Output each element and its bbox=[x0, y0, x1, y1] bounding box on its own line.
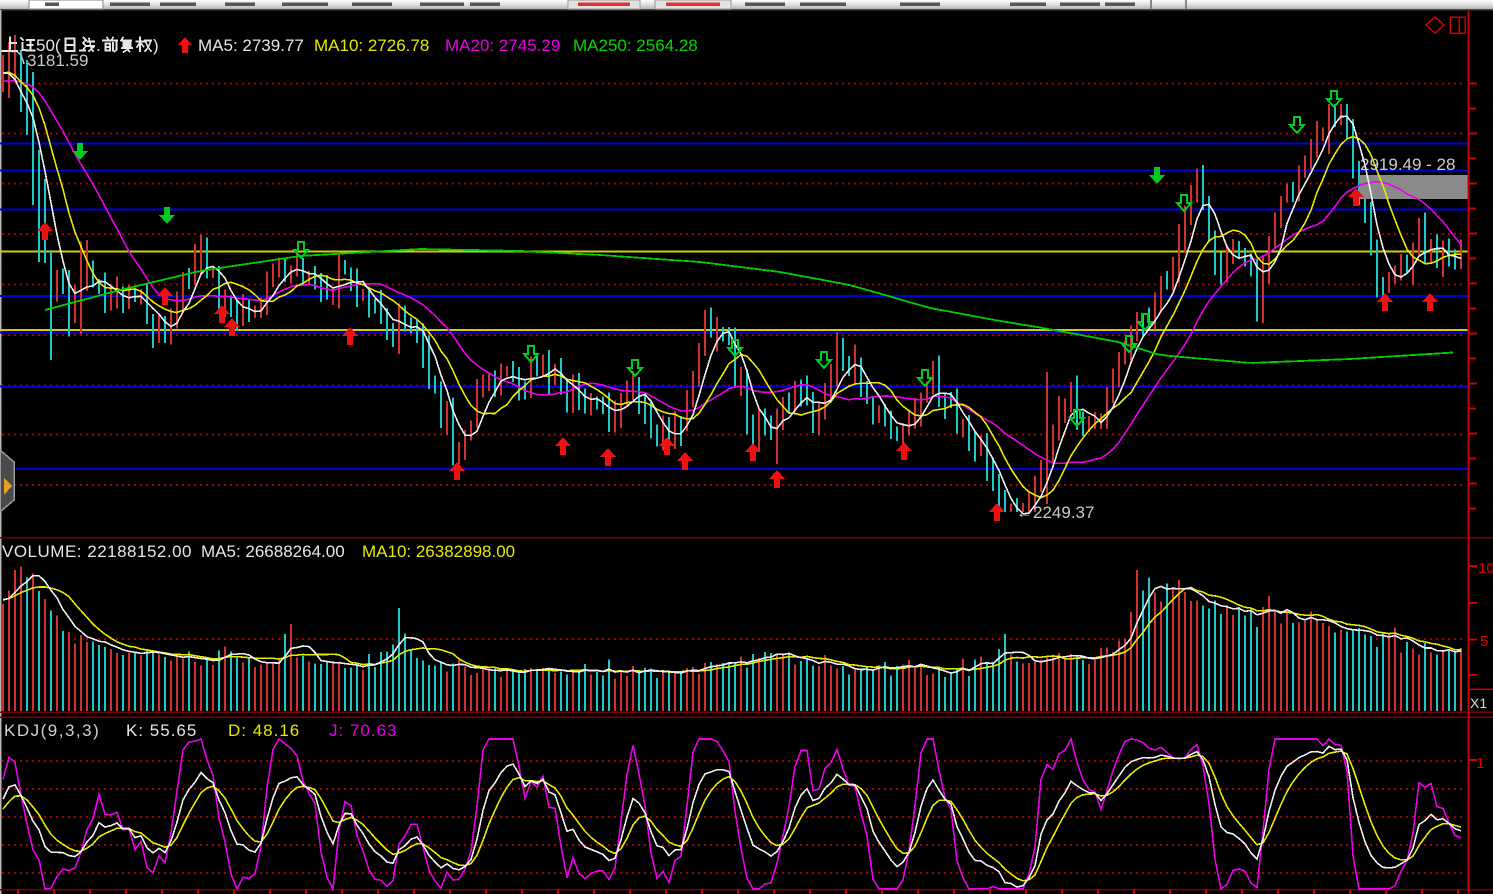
svg-text:5: 5 bbox=[1480, 633, 1488, 650]
svg-text:D: 48.16: D: 48.16 bbox=[228, 721, 300, 740]
svg-text:VOLUME: 22188152.00: VOLUME: 22188152.00 bbox=[2, 542, 192, 561]
svg-text:X1: X1 bbox=[1470, 695, 1487, 711]
svg-text:MA250: 2564.28: MA250: 2564.28 bbox=[573, 36, 698, 55]
svg-text:MA10: 2726.78: MA10: 2726.78 bbox=[314, 36, 429, 55]
svg-text:K: 55.65: K: 55.65 bbox=[126, 721, 197, 740]
svg-text:←2249.37: ←2249.37 bbox=[1016, 503, 1094, 522]
svg-text:3181.59: 3181.59 bbox=[27, 51, 88, 70]
svg-text:MA5: 26688264.00: MA5: 26688264.00 bbox=[201, 542, 345, 561]
svg-text:MA20: 2745.29: MA20: 2745.29 bbox=[445, 36, 560, 55]
svg-text:KDJ(9,3,3): KDJ(9,3,3) bbox=[4, 721, 100, 740]
svg-text:MA5: 2739.77: MA5: 2739.77 bbox=[198, 36, 304, 55]
svg-text:1: 1 bbox=[1476, 755, 1484, 772]
svg-text:10: 10 bbox=[1478, 560, 1493, 577]
svg-text:MA10: 26382898.00: MA10: 26382898.00 bbox=[362, 542, 515, 561]
svg-text:2919.49 - 28: 2919.49 - 28 bbox=[1360, 155, 1455, 174]
svg-text:50(: 50( bbox=[36, 36, 61, 55]
svg-text:.: . bbox=[96, 36, 101, 55]
svg-text:): ) bbox=[153, 36, 159, 55]
svg-text:J: 70.63: J: 70.63 bbox=[329, 721, 398, 740]
